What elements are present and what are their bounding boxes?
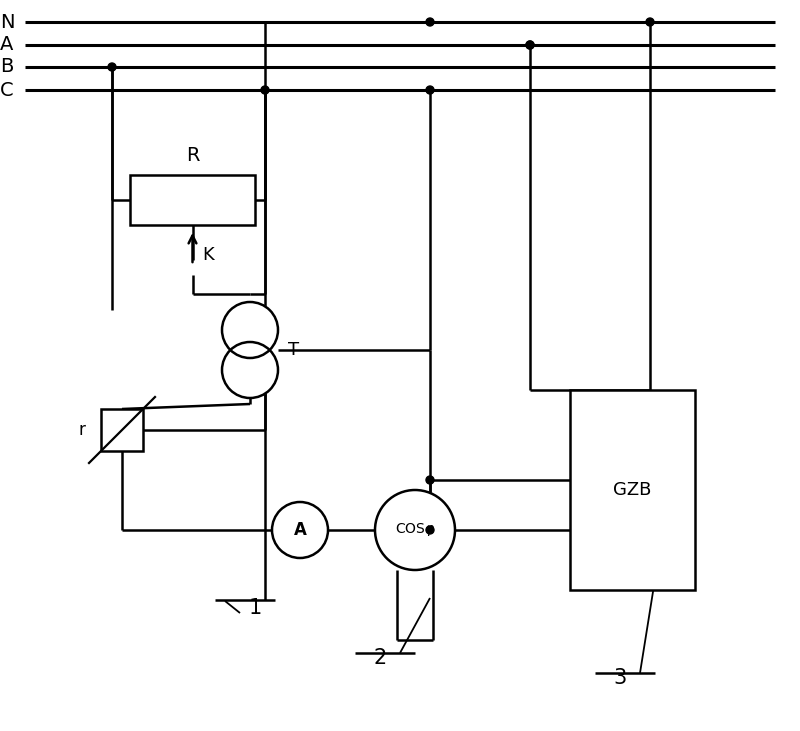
Bar xyxy=(570,390,695,590)
Circle shape xyxy=(222,302,278,358)
Text: A: A xyxy=(0,36,14,55)
Circle shape xyxy=(426,526,434,534)
Circle shape xyxy=(646,18,654,26)
Text: r: r xyxy=(78,421,85,439)
Circle shape xyxy=(222,342,278,398)
Text: K: K xyxy=(202,246,214,264)
Text: 1: 1 xyxy=(248,598,262,618)
Circle shape xyxy=(261,86,269,94)
Circle shape xyxy=(526,41,534,49)
Circle shape xyxy=(375,490,455,570)
Text: COS$\varphi$: COS$\varphi$ xyxy=(394,521,435,539)
Text: 3: 3 xyxy=(614,668,626,688)
Circle shape xyxy=(108,63,116,71)
Text: N: N xyxy=(0,12,14,31)
Text: C: C xyxy=(0,80,14,99)
Text: R: R xyxy=(186,146,199,165)
Bar xyxy=(130,175,255,225)
Circle shape xyxy=(426,476,434,484)
Text: T: T xyxy=(288,341,299,359)
Text: A: A xyxy=(294,521,306,539)
Circle shape xyxy=(426,86,434,94)
Bar xyxy=(101,409,143,451)
Circle shape xyxy=(272,502,328,558)
Text: 2: 2 xyxy=(374,648,386,668)
Circle shape xyxy=(526,41,534,49)
Text: GZB: GZB xyxy=(614,481,652,499)
Text: B: B xyxy=(0,58,14,77)
Circle shape xyxy=(426,18,434,26)
